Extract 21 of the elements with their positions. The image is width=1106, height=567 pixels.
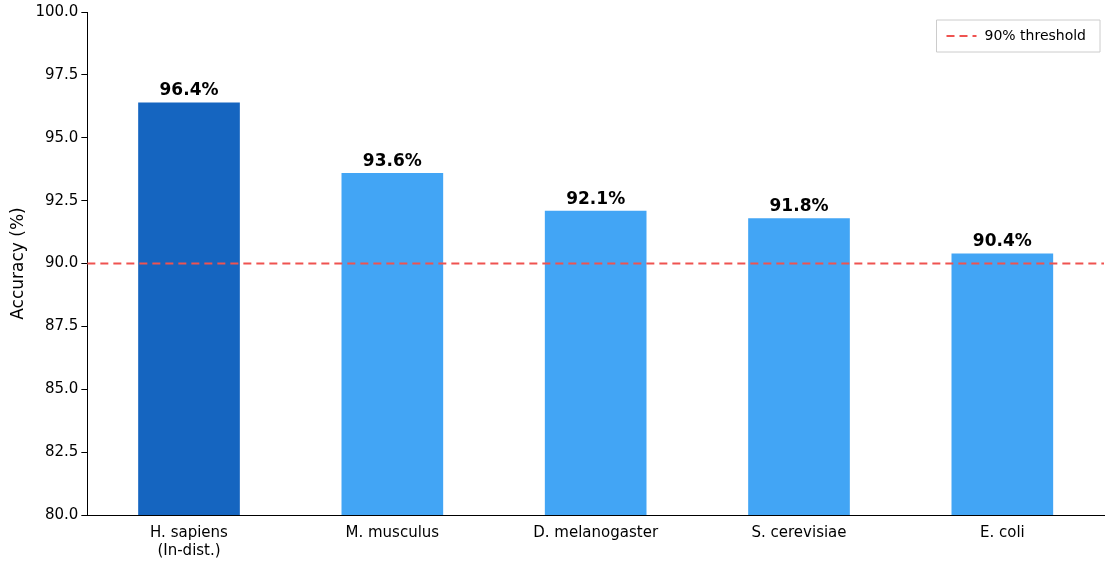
x-tick-label: H. sapiens (In-dist.) — [150, 522, 229, 559]
y-tick-label: 92.5 — [44, 190, 79, 209]
y-tick-label: 82.5 — [44, 442, 79, 461]
data-label: 93.6% — [362, 149, 422, 170]
y-tick-label: 87.5 — [44, 316, 79, 335]
y-tick-label: 95.0 — [44, 127, 79, 146]
x-tick-label: S. cerevisiae — [751, 522, 847, 541]
data-label: 91.8% — [769, 195, 829, 216]
x-tick-label: D. melanogaster — [533, 522, 659, 541]
y-axis-title: Accuracy (%) — [6, 207, 27, 320]
y-tick-label: 90.0 — [44, 253, 79, 272]
data-label: 96.4% — [159, 79, 219, 100]
y-tick-label: 80.0 — [44, 504, 79, 523]
legend-label: 90% threshold — [984, 26, 1086, 43]
y-tick-label: 85.0 — [44, 379, 79, 398]
data-label: 90.4% — [972, 230, 1032, 251]
y-tick-label: 100.0 — [35, 1, 79, 20]
x-tick-label: M. musculus — [345, 522, 440, 541]
x-tick-label: E. coli — [979, 522, 1025, 541]
y-tick-label: 97.5 — [44, 64, 79, 83]
data-label: 92.1% — [566, 187, 626, 208]
